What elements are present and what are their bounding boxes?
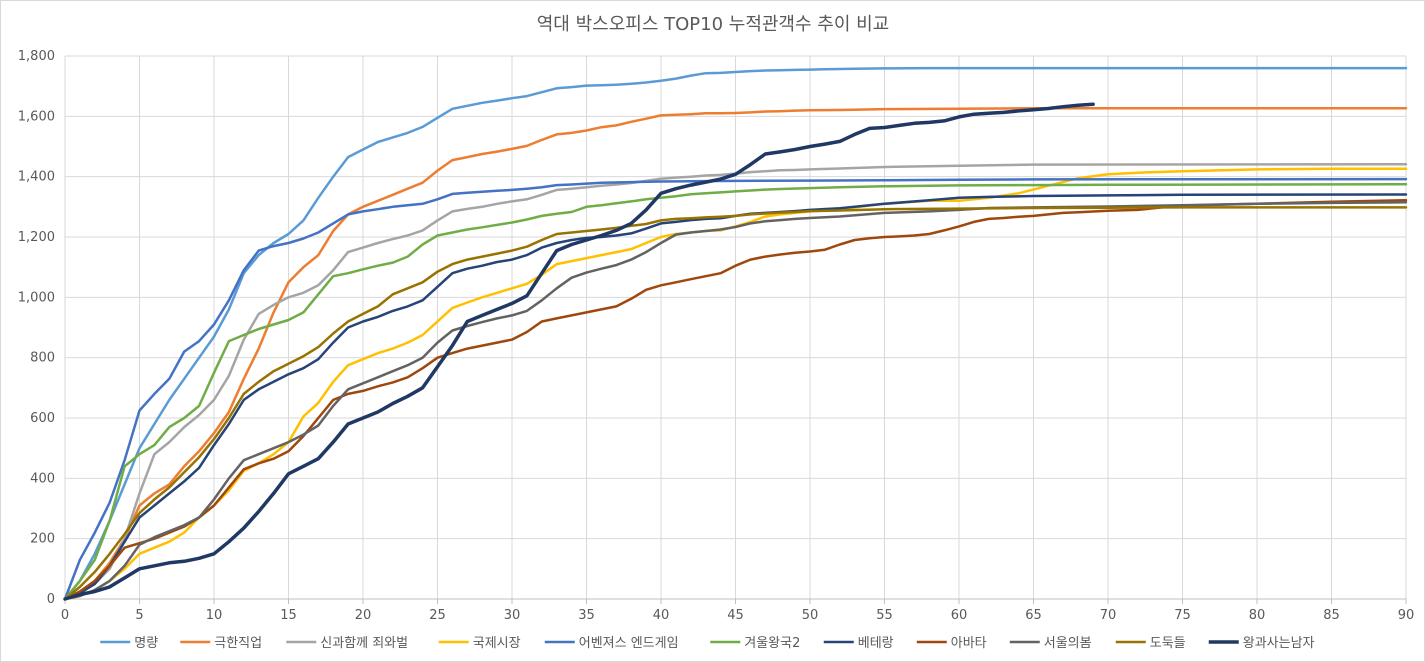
series-lines (63, 66, 1408, 601)
x-tick-label: 10 (206, 608, 223, 623)
legend-label: 신과함께 죄와벌 (320, 636, 408, 651)
y-tick-label: 1,400 (18, 170, 55, 185)
legend: 명량 극한직업 신과함께 죄와벌 국제시장 어벤져스 엔드게임 겨울왕국2 베테랑 아바타 서울… (100, 636, 1315, 651)
series-line-9 (63, 201, 1408, 601)
legend-label: 겨울왕국2 (744, 636, 800, 651)
y-tick-label: 1,600 (18, 109, 55, 124)
x-tick-label: 50 (802, 608, 819, 623)
x-tick-label: 80 (1249, 608, 1266, 623)
series-line-11 (63, 102, 1095, 601)
legend-label: 어벤져스 엔드게임 (579, 636, 679, 651)
x-tick-label: 35 (578, 608, 595, 623)
x-tick-label: 60 (951, 608, 968, 623)
legend-item-3: 신과함께 죄와벌 (286, 636, 408, 651)
legend-item-5: 어벤져스 엔드게임 (544, 636, 679, 651)
series-line-3 (63, 163, 1408, 601)
x-tick-label: 0 (61, 608, 69, 623)
legend-label: 도둑들 (1150, 636, 1186, 651)
y-tick-label: 400 (30, 471, 55, 486)
y-tick-label: 1,800 (18, 49, 55, 64)
x-tick-label: 5 (135, 608, 143, 623)
y-tick-label: 0 (47, 592, 55, 607)
y-tick-label: 600 (30, 411, 55, 426)
axes: 0 200 400 600 800 1,000 1,200 1,400 1,600 1,800 0 5… (18, 49, 1414, 623)
legend-label: 베테랑 (858, 636, 894, 651)
y-tick-label: 800 (30, 351, 55, 366)
legend-item-7: 베테랑 (823, 636, 894, 651)
series-line-2 (63, 106, 1408, 601)
y-tick-label: 200 (30, 532, 55, 547)
x-tick-label: 40 (653, 608, 670, 623)
legend-label: 왕과사는남자 (1243, 636, 1315, 651)
legend-item-6: 겨울왕국2 (710, 636, 800, 651)
x-tick-label: 70 (1100, 608, 1117, 623)
legend-label: 극한직업 (214, 636, 262, 651)
legend-item-8: 아바타 (916, 636, 987, 651)
x-tick-label: 85 (1323, 608, 1340, 623)
x-tick-label: 55 (876, 608, 893, 623)
x-tick-label: 90 (1398, 608, 1415, 623)
x-tick-label: 20 (355, 608, 372, 623)
legend-item-4: 국제시장 (438, 636, 521, 651)
series-line-10 (63, 206, 1408, 601)
x-tick-label: 75 (1174, 608, 1191, 623)
legend-label: 명량 (134, 636, 158, 651)
x-tick-label: 15 (280, 608, 297, 623)
series-line-6 (63, 182, 1408, 601)
legend-item-2: 극한직업 (180, 636, 262, 651)
legend-label: 서울의봄 (1044, 636, 1092, 651)
x-tick-label: 45 (727, 608, 744, 623)
legend-item-1: 명량 (100, 636, 158, 651)
y-tick-label: 1,000 (18, 290, 55, 305)
x-tick-label: 65 (1025, 608, 1042, 623)
series-line-1 (63, 66, 1408, 601)
legend-label: 국제시장 (473, 636, 521, 651)
y-tick-label: 1,200 (18, 230, 55, 245)
series-line-8 (63, 198, 1408, 601)
x-tick-label: 30 (504, 608, 521, 623)
legend-label: 아바타 (951, 636, 987, 651)
legend-item-10: 도둑들 (1115, 636, 1186, 651)
series-line-5 (63, 177, 1408, 601)
legend-item-11: 왕과사는남자 (1208, 636, 1315, 651)
x-tick-label: 25 (429, 608, 446, 623)
legend-item-9: 서울의봄 (1009, 636, 1092, 651)
chart-title: 역대 박스오피스 TOP10 누적관객수 추이 비교 (537, 14, 890, 35)
